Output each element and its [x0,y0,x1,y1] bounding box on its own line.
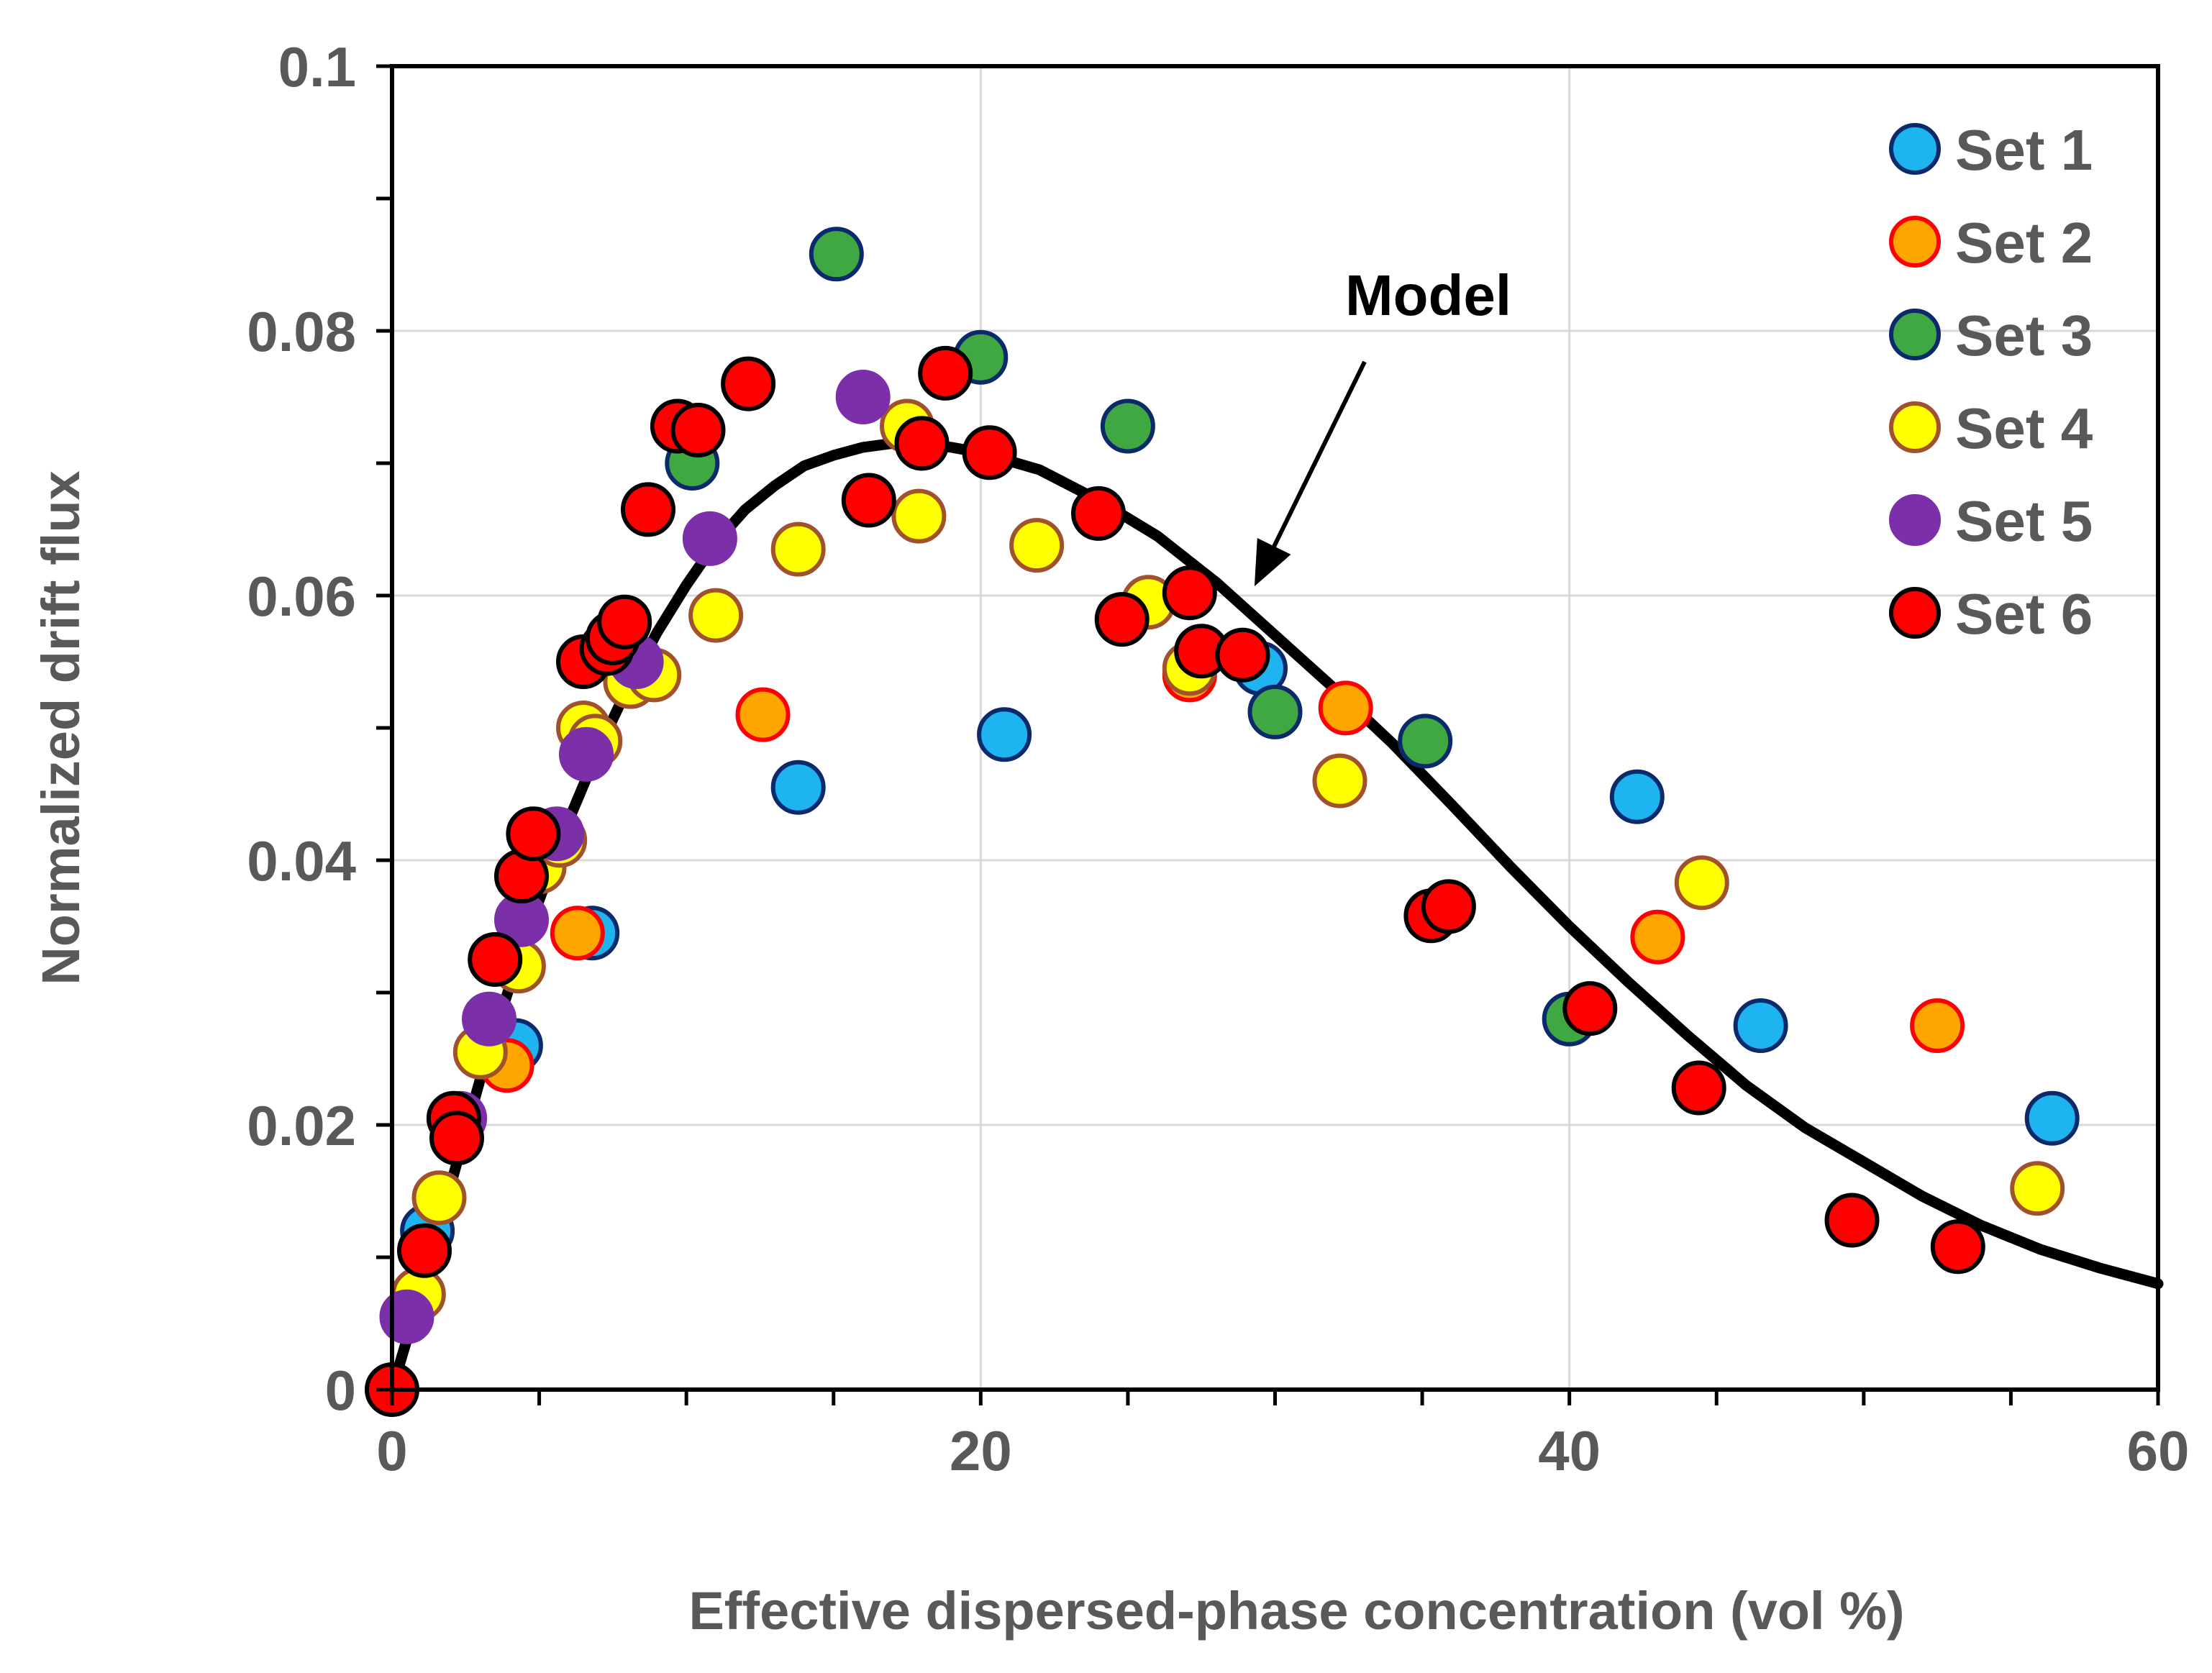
point-set4-10 [688,588,744,643]
y-tick-label-0: 0 [325,1359,356,1422]
point-set6-28 [1824,1193,1880,1248]
point-set1-3 [770,760,826,815]
point-set4-1 [411,1170,467,1226]
legend-marker-set2 [1889,216,1941,268]
point-set1-7 [1733,998,1788,1053]
legend: Set 1 Set 2 Set 3 Set 4 Set 5 Set 6 [1889,118,2093,646]
y-tick-label-4: 0.08 [247,300,356,363]
axis-ticks [376,64,2160,1405]
point-set5-8 [835,370,891,424]
point-set2-5 [1630,909,1685,965]
point-set4-11 [770,521,826,577]
point-set2-1 [550,906,605,961]
point-set6-14 [721,356,776,411]
point-set6-15 [841,473,896,528]
y-tick-label-2: 0.04 [247,829,356,893]
point-set6-3 [429,1111,484,1166]
point-set1-8 [2024,1090,2080,1146]
point-set6-10 [597,594,652,649]
legend-marker-set1 [1889,123,1941,175]
point-set5-0 [379,1289,434,1344]
point-set6-21 [1162,565,1217,621]
point-set6-19 [1071,486,1126,541]
y-tick-label-1: 0.02 [247,1094,356,1157]
point-set6-4 [468,932,523,987]
data-points-layer [365,227,2080,1417]
point-set5-2 [462,991,516,1047]
point-set2-2 [735,687,791,742]
point-set6-16 [894,416,950,471]
point-set2-6 [1910,998,1965,1053]
point-set6-27 [1671,1060,1726,1116]
point-set3-1 [809,227,864,282]
y-axis-title: Normalized drift flux [31,470,91,985]
legend-label-set5: Set 5 [1955,489,2093,553]
tick-labels: 0 20 40 60 0 0.02 0.04 0.06 0.08 0.1 [247,35,2189,1482]
legend-label-set2: Set 2 [1955,211,2093,275]
legend-label-set4: Set 4 [1955,396,2093,460]
point-set6-25 [1421,879,1476,934]
point-set4-18 [1674,855,1729,911]
x-tick-label-2: 40 [1538,1419,1601,1482]
point-set6-17 [918,345,973,401]
point-set6-29 [1930,1219,1985,1275]
point-set6-18 [962,425,1017,480]
point-set1-6 [1609,769,1665,824]
x-tick-label-0: 0 [376,1419,407,1482]
point-set3-5 [1398,714,1453,769]
point-set3-3 [1100,398,1155,454]
point-set1-4 [977,707,1032,762]
point-set2-4 [1318,680,1373,736]
legend-label-set6: Set 6 [1955,582,2093,646]
point-set6-11 [621,482,675,537]
legend-label-set1: Set 1 [1955,118,2093,182]
point-set4-19 [2010,1161,2065,1216]
x-axis-title: Effective dispersed-phase concentration … [688,1581,1904,1641]
model-annotation-arrowhead [1254,538,1291,587]
model-annotation-label: Model [1345,263,1511,327]
point-set4-17 [1312,753,1367,808]
point-set4-14 [1009,518,1065,573]
point-set6-6 [506,806,561,862]
point-set6-26 [1562,981,1618,1036]
point-set6-20 [1094,592,1150,647]
gridlines [392,66,2158,1390]
point-set3-4 [1247,684,1303,739]
y-tick-label-5: 0.1 [278,35,356,99]
legend-marker-set4 [1889,401,1941,453]
x-tick-label-3: 60 [2127,1419,2190,1482]
x-tick-label-1: 20 [950,1419,1012,1482]
legend-label-set3: Set 3 [1955,304,2093,368]
point-set4-13 [891,488,947,544]
model-annotation: Model [1254,263,1511,587]
legend-marker-set6 [1889,587,1941,639]
point-set6-13 [670,403,726,457]
point-set5-7 [682,511,737,566]
point-set6-1 [397,1223,452,1278]
point-set6-23 [1215,627,1270,683]
model-annotation-arrow-line [1272,360,1367,547]
legend-marker-set5 [1889,494,1941,546]
legend-marker-set3 [1889,309,1941,360]
point-set5-5 [559,726,614,782]
y-tick-label-3: 0.06 [247,565,356,628]
